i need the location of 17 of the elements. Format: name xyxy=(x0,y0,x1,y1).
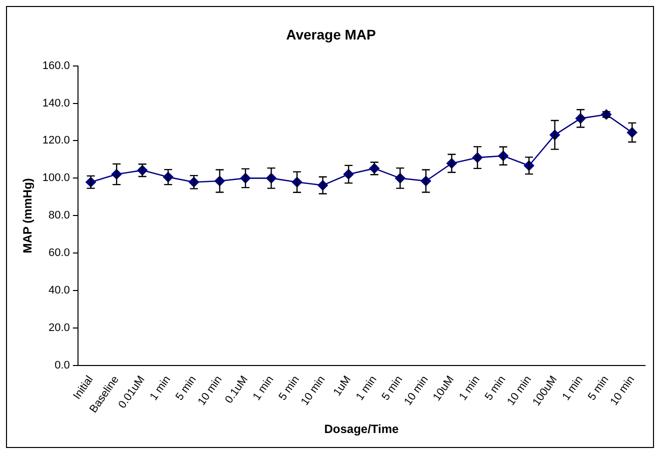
y-tick-label: 160.0 xyxy=(42,60,70,72)
x-tick-label: 1 min xyxy=(354,374,380,403)
y-tick-label: 80.0 xyxy=(48,210,70,222)
y-tick-label: 140.0 xyxy=(42,97,70,110)
x-tick-label: 1 min xyxy=(148,374,174,403)
x-tick-label: 1 min xyxy=(457,374,482,403)
y-tick-label: 120.0 xyxy=(42,134,70,147)
y-tick-label: 40.0 xyxy=(48,284,70,297)
y-tick-label: 100.0 xyxy=(42,172,70,184)
x-axis-title: Dosage/Time xyxy=(324,422,400,436)
y-tick-label: 60.0 xyxy=(48,247,70,260)
chart-title: Average MAP xyxy=(286,26,376,42)
y-tick-label: 20.0 xyxy=(48,322,70,334)
x-tick-label: 1 min xyxy=(250,374,276,403)
y-axis-title: MAP (mmHg) xyxy=(20,178,35,254)
x-tick-label: 1 min xyxy=(560,374,586,403)
y-tick-label: 0.0 xyxy=(54,359,70,372)
